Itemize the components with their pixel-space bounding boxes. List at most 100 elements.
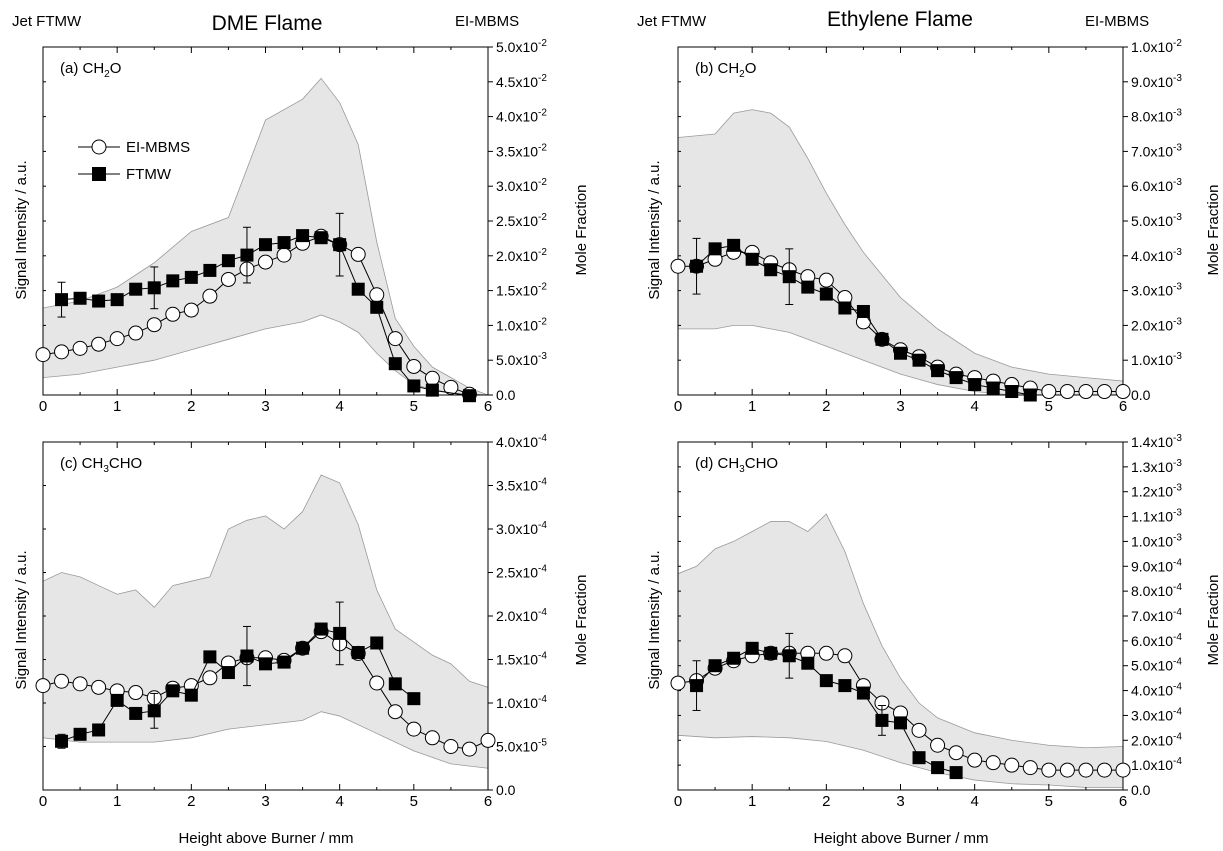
y-tick-label-a: 3.5x10-2 bbox=[496, 142, 547, 159]
data-point-ei-mbms-d bbox=[985, 755, 1001, 771]
y-tick-label-d: 4.0x10-4 bbox=[1131, 682, 1182, 699]
data-point-ftmw-c bbox=[55, 734, 69, 748]
header-left-jet-ftmw: Jet FTMW bbox=[12, 13, 82, 30]
data-point-ftmw-b bbox=[949, 371, 963, 385]
xlabel-left: Height above Burner / mm bbox=[178, 830, 353, 847]
data-point-ei-mbms-d bbox=[930, 737, 946, 753]
panel-label-a: (a) CH2O bbox=[60, 60, 121, 80]
data-point-ei-mbms-d bbox=[1078, 762, 1094, 778]
data-point-ftmw-c bbox=[221, 666, 235, 680]
data-point-ftmw-a bbox=[407, 379, 421, 393]
y-tick-label-a: 5.0x10-3 bbox=[496, 351, 547, 368]
data-point-ei-mbms-a bbox=[424, 370, 440, 386]
panel-c-dme-ch3cho: 0 1 2 3 4 5 60.0 5.0x10-5 1.0x10-4 1.5x10-4 2.0x10… bbox=[35, 433, 547, 810]
ylabel-left-b: Signal Intensity / a.u. bbox=[646, 160, 663, 299]
data-point-ei-mbms-c bbox=[72, 676, 88, 692]
y-tick-label-b: 2.0x10-3 bbox=[1131, 316, 1182, 333]
data-point-ftmw-a bbox=[92, 294, 106, 308]
data-point-ftmw-d bbox=[690, 679, 704, 693]
data-point-ei-mbms-b bbox=[1115, 384, 1131, 400]
x-tick-label-d: 6 bbox=[1119, 793, 1127, 810]
ylabel-right-b: Mole Fraction bbox=[1205, 185, 1222, 276]
y-tick-label-c: 2.5x10-4 bbox=[496, 564, 547, 581]
data-point-ftmw-a bbox=[129, 282, 143, 296]
ylabel-right-d: Mole Fraction bbox=[1205, 575, 1222, 666]
x-tick-label-d: 4 bbox=[970, 793, 978, 810]
data-point-ei-mbms-c bbox=[91, 679, 107, 695]
data-point-ei-mbms-c bbox=[369, 675, 385, 691]
y-tick-label-d: 5.0x10-4 bbox=[1131, 657, 1182, 674]
data-point-ftmw-b bbox=[801, 280, 815, 294]
y-tick-label-b: 1.0x10-3 bbox=[1131, 351, 1182, 368]
data-point-ftmw-a bbox=[110, 293, 124, 307]
y-tick-label-a: 1.5x10-2 bbox=[496, 282, 547, 299]
data-point-ftmw-a bbox=[221, 254, 235, 268]
uncertainty-band-b bbox=[678, 109, 1123, 395]
x-tick-label-c: 3 bbox=[261, 793, 269, 810]
data-point-ei-mbms-d bbox=[1096, 762, 1112, 778]
x-tick-label-c: 4 bbox=[335, 793, 343, 810]
panel-label-d: (d) CH3CHO bbox=[695, 455, 778, 475]
data-point-ftmw-d bbox=[931, 761, 945, 775]
x-tick-label-b: 3 bbox=[896, 398, 904, 415]
data-point-ei-mbms-a bbox=[128, 325, 144, 341]
data-point-ei-mbms-a bbox=[350, 246, 366, 262]
y-tick-label-d: 1.0x10-3 bbox=[1131, 532, 1182, 549]
x-tick-label-c: 1 bbox=[113, 793, 121, 810]
y-tick-label-a: 3.0x10-2 bbox=[496, 177, 547, 194]
y-tick-label-c: 5.0x10-5 bbox=[496, 738, 547, 755]
data-point-ftmw-c bbox=[277, 655, 291, 669]
data-point-ei-mbms-a bbox=[72, 340, 88, 356]
uncertainty-band-d bbox=[678, 513, 1123, 788]
data-point-ei-mbms-b bbox=[1059, 384, 1075, 400]
data-point-ftmw-b bbox=[819, 287, 833, 301]
title-ethylene-flame: Ethylene Flame bbox=[827, 8, 973, 31]
uncertainty-band-c bbox=[43, 474, 488, 769]
ylabel-left-d: Signal Intensity / a.u. bbox=[646, 550, 663, 689]
data-point-ftmw-d bbox=[894, 716, 907, 730]
data-point-ei-mbms-c bbox=[54, 673, 70, 689]
data-point-ftmw-a bbox=[166, 274, 180, 288]
data-point-ei-mbms-a bbox=[54, 344, 70, 360]
data-point-ei-mbms-b bbox=[1078, 384, 1094, 400]
data-point-ftmw-c bbox=[240, 649, 254, 663]
y-tick-label-c: 3.5x10-4 bbox=[496, 477, 547, 494]
data-point-ftmw-d bbox=[708, 659, 722, 673]
y-tick-label-b: 7.0x10-3 bbox=[1131, 142, 1182, 159]
x-tick-label-d: 2 bbox=[822, 793, 830, 810]
data-point-ftmw-c bbox=[296, 641, 310, 655]
y-tick-label-c: 3.0x10-4 bbox=[496, 520, 547, 537]
legend-label-ei-mbms: EI-MBMS bbox=[126, 139, 190, 156]
data-point-ftmw-a bbox=[147, 281, 161, 295]
x-tick-label-b: 4 bbox=[970, 398, 978, 415]
y-tick-label-b: 5.0x10-3 bbox=[1131, 212, 1182, 229]
y-tick-label-a: 1.0x10-2 bbox=[496, 316, 547, 333]
y-tick-label-d: 8.0x10-4 bbox=[1131, 582, 1182, 599]
panel-b-ethylene-ch2o: 0 1 2 3 4 5 60.0 1.0x10-3 2.0x10-3 3.0x10-3 4.0x10… bbox=[670, 38, 1182, 415]
data-point-ftmw-b bbox=[1005, 385, 1019, 399]
y-tick-label-d: 7.0x10-4 bbox=[1131, 607, 1182, 624]
data-point-ei-mbms-d bbox=[818, 645, 834, 661]
data-point-ftmw-d bbox=[764, 646, 778, 660]
y-tick-label-c: 1.0x10-4 bbox=[496, 694, 547, 711]
data-point-ei-mbms-a bbox=[276, 247, 292, 263]
header-right-ei-mbms: EI-MBMS bbox=[1085, 13, 1149, 30]
data-point-ftmw-c bbox=[370, 636, 384, 650]
data-point-ftmw-b bbox=[1023, 388, 1037, 402]
y-tick-label-a: 2.5x10-2 bbox=[496, 212, 547, 229]
y-tick-label-b: 1.0x10-2 bbox=[1131, 38, 1182, 55]
data-point-ftmw-a bbox=[184, 270, 198, 284]
data-point-ftmw-d bbox=[949, 766, 963, 780]
data-point-ei-mbms-a bbox=[91, 336, 107, 352]
data-point-ftmw-b bbox=[708, 242, 722, 256]
data-point-ei-mbms-a bbox=[109, 331, 125, 347]
panel-a-dme-ch2o: 0 1 2 3 4 5 60.0 5.0x10-3 1.0x10-2 1.5x10-2 2.0x10… bbox=[35, 38, 547, 415]
data-point-ftmw-a bbox=[259, 238, 272, 252]
data-point-ftmw-b bbox=[727, 238, 741, 252]
data-point-ftmw-a bbox=[351, 282, 365, 296]
data-point-ei-mbms-b bbox=[818, 272, 834, 288]
data-point-ftmw-a bbox=[333, 238, 347, 252]
data-point-ei-mbms-c bbox=[202, 670, 218, 686]
y-tick-label-a: 2.0x10-2 bbox=[496, 247, 547, 264]
data-point-ftmw-c bbox=[314, 622, 328, 636]
